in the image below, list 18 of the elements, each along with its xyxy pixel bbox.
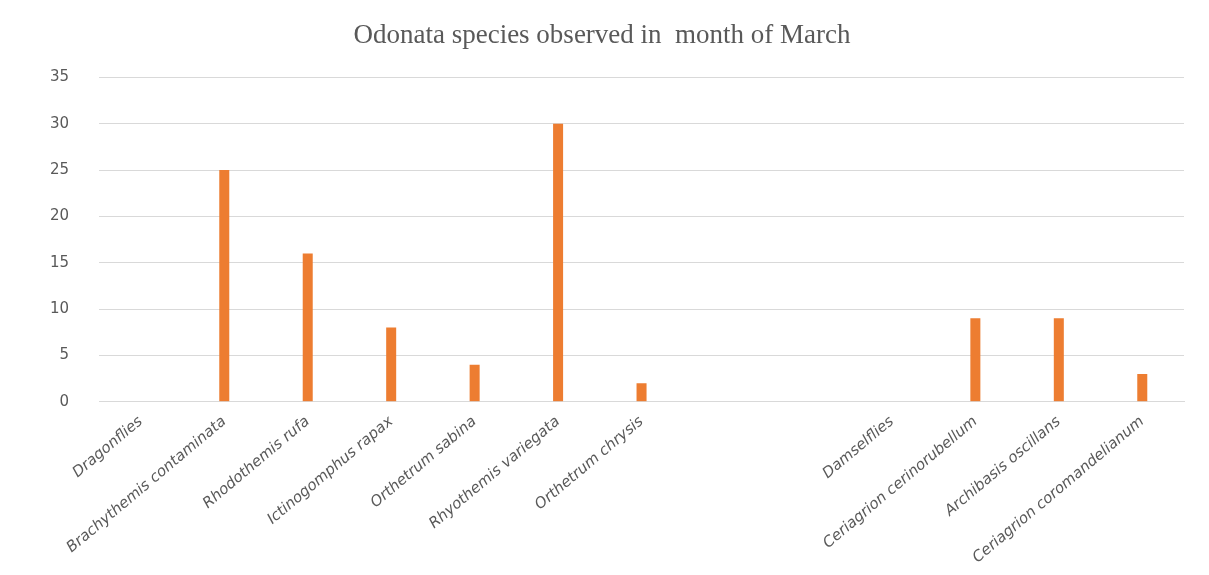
bar — [386, 327, 397, 402]
bar — [636, 383, 647, 402]
y-tick-label: 10 — [49, 298, 70, 317]
y-tick-label: 20 — [49, 206, 70, 225]
bar — [302, 253, 313, 402]
y-tick-label: 30 — [49, 113, 70, 132]
y-tick-label: 5 — [59, 345, 70, 364]
bar — [469, 364, 480, 402]
y-tick-label: 35 — [49, 67, 70, 86]
bar — [1053, 318, 1064, 402]
y-tick-label: 15 — [49, 252, 70, 271]
bar — [1137, 373, 1148, 402]
y-tick-label: 25 — [49, 159, 70, 178]
bar — [553, 123, 564, 402]
y-tick-label: 0 — [59, 391, 70, 410]
chart-title: Odonata species observed in month of March — [353, 19, 852, 50]
bar — [219, 170, 230, 402]
bar — [970, 318, 981, 402]
